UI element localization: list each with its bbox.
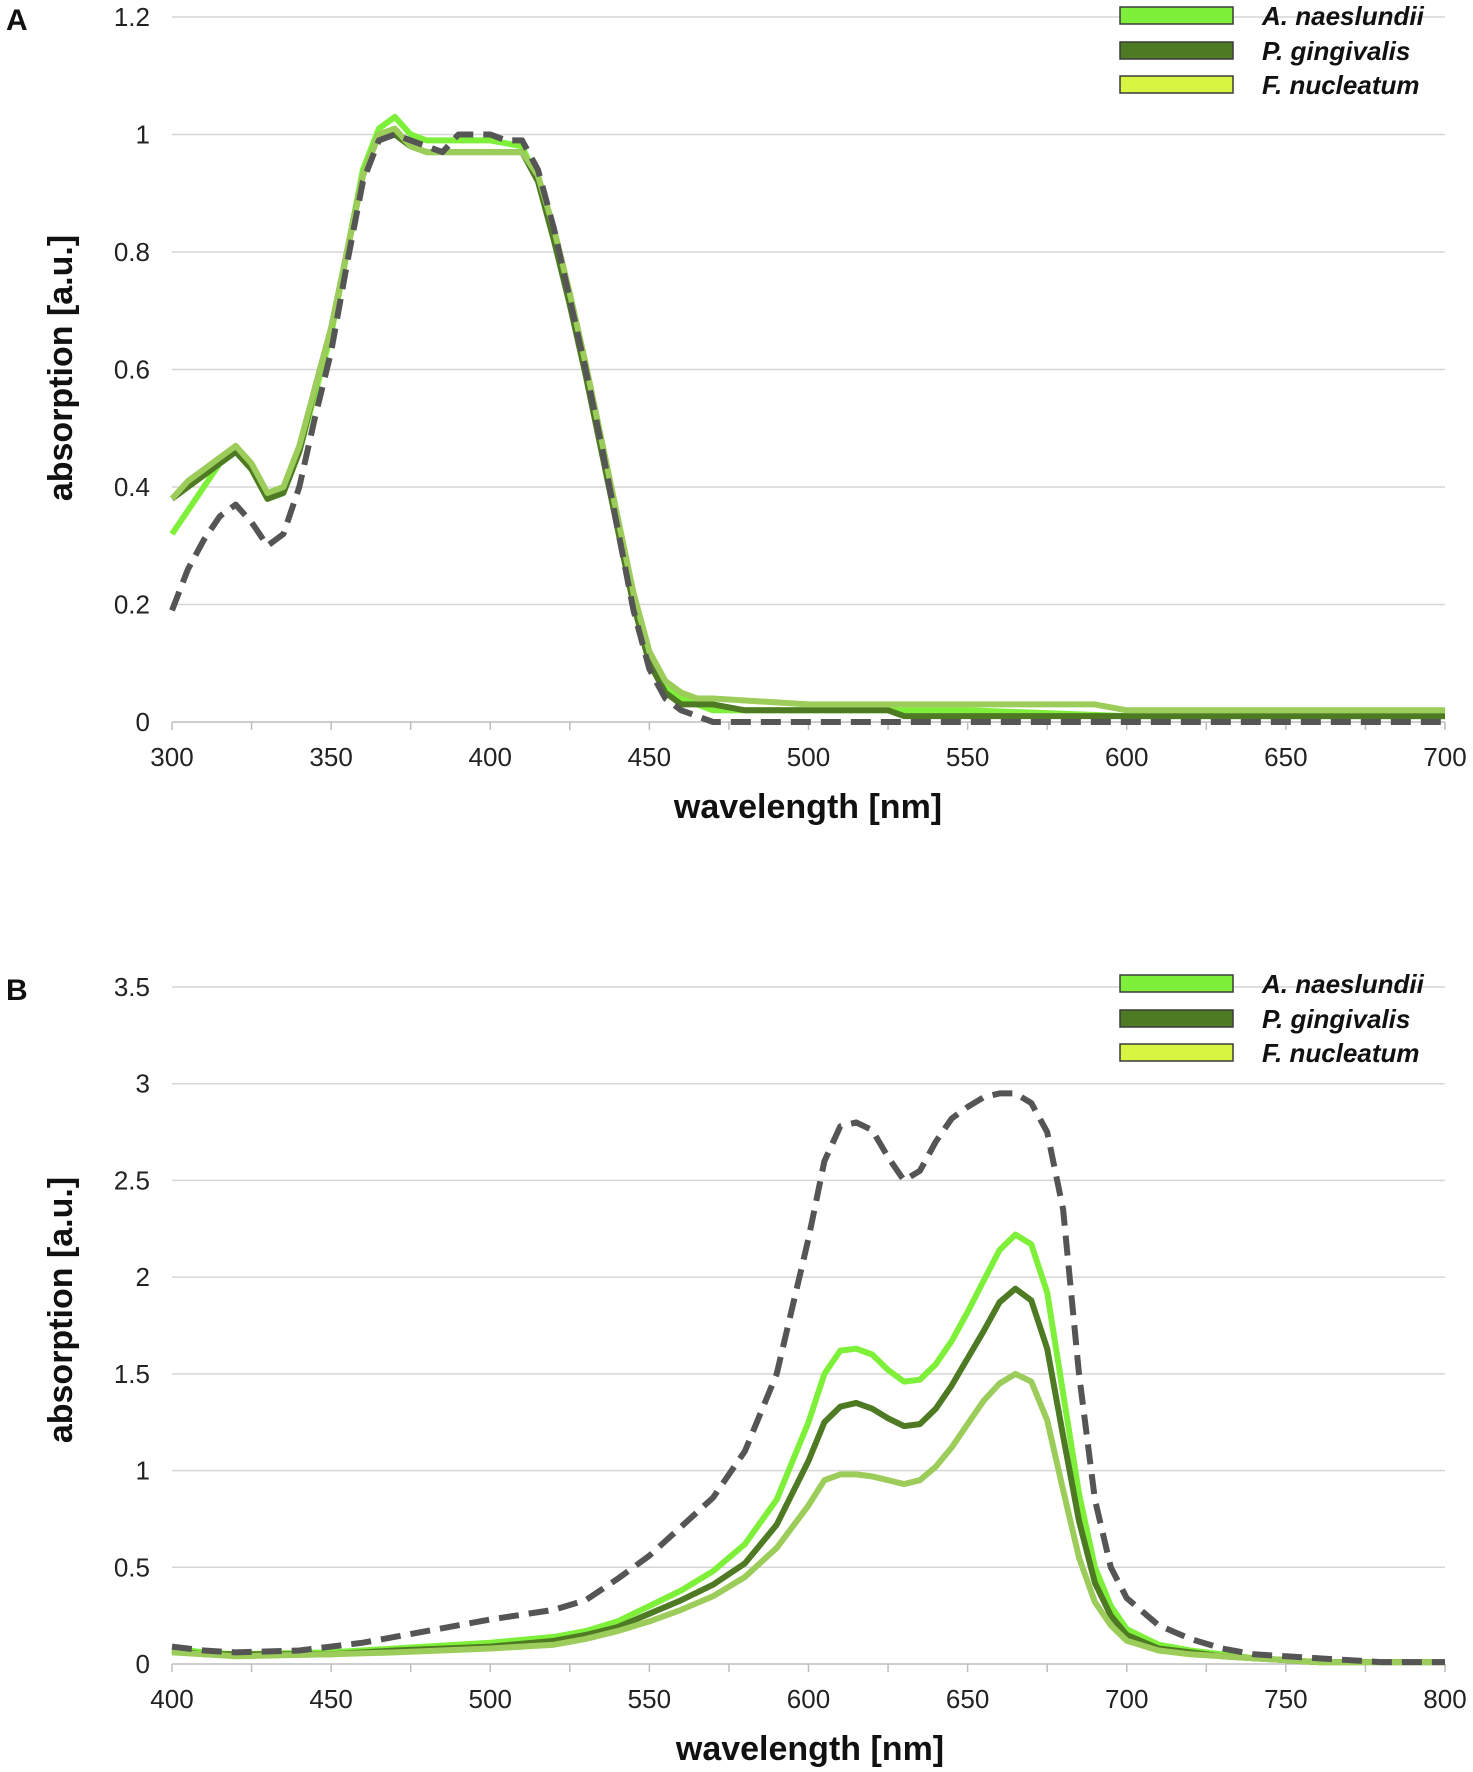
series-line-reference <box>169 131 1445 725</box>
grid-lines <box>172 986 1445 1569</box>
series-line-a-naeslundii <box>171 1231 1445 1666</box>
x-tick-label: 700 <box>1105 1684 1148 1714</box>
y-tick-label: 0.8 <box>114 237 150 267</box>
legend-label-a-naeslundii: A. naeslundii <box>1261 1 1425 31</box>
legend-label-f-nucleatum: F. nucleatum <box>1262 70 1419 100</box>
series-line-reference <box>171 1090 1445 1666</box>
panel-label: B <box>6 974 28 1007</box>
y-tick-label: 3 <box>136 1069 150 1099</box>
x-tick-label: 550 <box>628 1684 671 1714</box>
legend-label-a-naeslundii: A. naeslundii <box>1261 969 1425 999</box>
series-layer <box>171 1090 1445 1666</box>
x-tick-label: 750 <box>1264 1684 1307 1714</box>
y-tick-label: 0.6 <box>114 355 150 385</box>
legend-label-p-gingivalis: P. gingivalis <box>1262 36 1410 66</box>
y-tick-label: 1 <box>136 120 150 150</box>
x-tick-label: 450 <box>628 742 671 772</box>
grid-lines <box>172 16 1445 606</box>
legend-swatch-f-nucleatum <box>1119 75 1234 94</box>
y-tick-label: 1.2 <box>114 2 150 32</box>
x-tick-label: 650 <box>1264 742 1307 772</box>
legend-swatch-p-gingivalis <box>1119 1009 1234 1028</box>
y-ticks: 0 0.5 1 1.5 2 2.5 3 3.5 <box>114 972 150 1679</box>
x-ticks: 300 350 400 450 500 550 600 650 700 <box>150 722 1467 772</box>
legend: A. naeslundii P. gingivalis F. nucleatum <box>1119 1 1425 100</box>
legend-swatch-a-naeslundii <box>1119 974 1234 993</box>
series-line-f-nucleatum <box>171 1370 1445 1666</box>
legend-label-f-nucleatum: F. nucleatum <box>1262 1038 1419 1068</box>
y-ticks: 0 0.2 0.4 0.6 0.8 1 1.2 <box>114 2 150 737</box>
chart-panel-b: B 400 450 500 550 600 650 700 750 800 0 0.5 1 1.5 2 2… <box>6 969 1467 1768</box>
y-tick-label: 2 <box>136 1262 150 1292</box>
legend-swatch-p-gingivalis <box>1119 41 1234 60</box>
y-tick-label: 1 <box>136 1456 150 1486</box>
y-tick-label: 0.4 <box>114 472 150 502</box>
x-axis-title: wavelength [nm] <box>675 1730 944 1768</box>
x-ticks: 400 450 500 550 600 650 700 750 800 <box>150 1664 1467 1714</box>
series-line-p-gingivalis <box>171 1285 1445 1666</box>
y-tick-label: 3.5 <box>114 972 150 1002</box>
chart-panel-a: A 300 350 400 450 500 550 600 650 700 0 0.2 0.4 0.6… <box>6 1 1467 826</box>
legend-swatch-a-naeslundii <box>1119 6 1234 25</box>
x-tick-label: 550 <box>946 742 989 772</box>
legend: A. naeslundii P. gingivalis F. nucleatum <box>1119 969 1425 1068</box>
series-line-f-nucleatum <box>169 125 1445 714</box>
y-tick-label: 0.2 <box>114 590 150 620</box>
y-tick-label: 1.5 <box>114 1359 150 1389</box>
x-tick-label: 300 <box>150 742 193 772</box>
legend-swatch-f-nucleatum <box>1119 1043 1234 1062</box>
series-layer <box>169 113 1445 725</box>
y-tick-label: 0 <box>136 1649 150 1679</box>
y-tick-label: 0.5 <box>114 1552 150 1582</box>
x-tick-label: 450 <box>309 1684 352 1714</box>
x-tick-label: 600 <box>1105 742 1148 772</box>
x-tick-label: 800 <box>1423 1684 1466 1714</box>
x-tick-label: 700 <box>1423 742 1466 772</box>
x-axis-title: wavelength [nm] <box>673 788 942 826</box>
series-line-a-naeslundii <box>169 113 1445 720</box>
x-tick-label: 650 <box>946 1684 989 1714</box>
y-tick-label: 2.5 <box>114 1165 150 1195</box>
panel-label: A <box>6 4 28 37</box>
legend-label-p-gingivalis: P. gingivalis <box>1262 1004 1410 1034</box>
y-axis-title: absorption [a.u.] <box>42 235 80 501</box>
y-axis-title: absorption [a.u.] <box>42 1177 80 1443</box>
x-tick-label: 500 <box>469 1684 512 1714</box>
x-tick-label: 600 <box>787 1684 830 1714</box>
x-tick-label: 400 <box>469 742 512 772</box>
series-line-p-gingivalis <box>170 131 1445 720</box>
x-tick-label: 500 <box>787 742 830 772</box>
y-tick-label: 0 <box>136 707 150 737</box>
x-tick-label: 400 <box>150 1684 193 1714</box>
x-tick-label: 350 <box>309 742 352 772</box>
